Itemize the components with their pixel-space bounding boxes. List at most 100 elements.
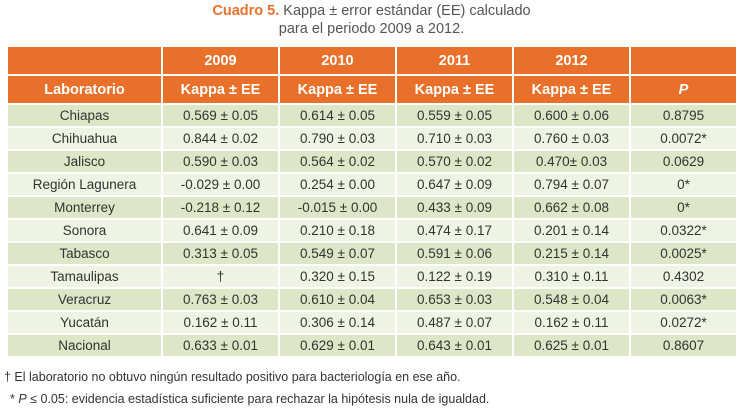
lab-name-cell: Chihuahua bbox=[6, 126, 163, 151]
kappa-cell: 0.760 ± 0.03 bbox=[512, 126, 631, 151]
kappa-cell: 0.306 ± 0.14 bbox=[278, 310, 397, 335]
kappa-cell: 0.614 ± 0.05 bbox=[278, 103, 397, 128]
kappa-cell: 0.662 ± 0.08 bbox=[512, 195, 631, 220]
kappa-cell: 0.610 ± 0.04 bbox=[278, 287, 397, 312]
lab-name-cell: Tabasco bbox=[6, 241, 163, 266]
kappa-cell: 0.564 ± 0.02 bbox=[278, 149, 397, 174]
lab-name-cell: Jalisco bbox=[6, 149, 163, 174]
column-header-row: Laboratorio Kappa ± EE Kappa ± EE Kappa … bbox=[6, 74, 738, 105]
kappa-cell: 0.590 ± 0.03 bbox=[161, 149, 280, 174]
lab-name-cell: Veracruz bbox=[6, 287, 163, 312]
kappa-cell: † bbox=[161, 264, 280, 289]
kappa-cell: 0.201 ± 0.14 bbox=[512, 218, 631, 243]
lab-name-cell: Monterrey bbox=[6, 195, 163, 220]
kappa-cell: 0.643 ± 0.01 bbox=[395, 333, 514, 358]
kappa-cell: 0.790 ± 0.03 bbox=[278, 126, 397, 151]
header-blank-p bbox=[629, 45, 738, 76]
table-row: Monterrey -0.218 ± 0.12 -0.015 ± 0.00 0.… bbox=[6, 195, 738, 220]
p-value-cell: 0* bbox=[629, 195, 738, 220]
kappa-table: 2009 2010 2011 2012 Laboratorio Kappa ± … bbox=[6, 45, 738, 358]
p-value-cell: 0.0629 bbox=[629, 149, 738, 174]
header-kappa: Kappa ± EE bbox=[161, 74, 280, 105]
p-value-cell: 0.0063* bbox=[629, 287, 738, 312]
kappa-cell: 0.310 ± 0.11 bbox=[512, 264, 631, 289]
header-p-value: P bbox=[629, 74, 738, 105]
kappa-cell: -0.015 ± 0.00 bbox=[278, 195, 397, 220]
footnote-asterisk-mark: * bbox=[10, 392, 19, 406]
caption-line-2: para el periodo 2009 a 2012. bbox=[278, 21, 465, 37]
kappa-cell: 0.215 ± 0.14 bbox=[512, 241, 631, 266]
p-value-cell: 0.0272* bbox=[629, 310, 738, 335]
year-header-row: 2009 2010 2011 2012 bbox=[6, 45, 738, 76]
kappa-cell: 0.629 ± 0.01 bbox=[278, 333, 397, 358]
p-value-cell: 0.4302 bbox=[629, 264, 738, 289]
kappa-cell: 0.549 ± 0.07 bbox=[278, 241, 397, 266]
kappa-cell: 0.122 ± 0.19 bbox=[395, 264, 514, 289]
lab-name-cell: Sonora bbox=[6, 218, 163, 243]
kappa-cell: 0.162 ± 0.11 bbox=[161, 310, 280, 335]
lab-name-cell: Región Lagunera bbox=[6, 172, 163, 197]
kappa-cell: 0.162 ± 0.11 bbox=[512, 310, 631, 335]
kappa-cell: 0.794 ± 0.07 bbox=[512, 172, 631, 197]
kappa-cell: 0.570 ± 0.02 bbox=[395, 149, 514, 174]
kappa-cell: -0.029 ± 0.00 bbox=[161, 172, 280, 197]
kappa-cell: 0.600 ± 0.06 bbox=[512, 103, 631, 128]
kappa-cell: 0.474 ± 0.17 bbox=[395, 218, 514, 243]
table-row: Región Lagunera -0.029 ± 0.00 0.254 ± 0.… bbox=[6, 172, 738, 197]
table-row: Nacional 0.633 ± 0.01 0.629 ± 0.01 0.643… bbox=[6, 333, 738, 358]
p-value-cell: 0* bbox=[629, 172, 738, 197]
header-kappa: Kappa ± EE bbox=[278, 74, 397, 105]
header-blank-lab bbox=[6, 45, 163, 76]
footnote-asterisk-text: ≤ 0.05: evidencia estadística suficiente… bbox=[26, 392, 490, 406]
table-row: Tamaulipas † 0.320 ± 0.15 0.122 ± 0.19 0… bbox=[6, 264, 738, 289]
table-row: Chiapas 0.569 ± 0.05 0.614 ± 0.05 0.559 … bbox=[6, 103, 738, 128]
footnote-asterisk: * P ≤ 0.05: evidencia estadística sufici… bbox=[4, 388, 739, 410]
lab-name-cell: Tamaulipas bbox=[6, 264, 163, 289]
header-year: 2012 bbox=[512, 45, 631, 76]
table-row: Yucatán 0.162 ± 0.11 0.306 ± 0.14 0.487 … bbox=[6, 310, 738, 335]
p-value-cell: 0.0025* bbox=[629, 241, 738, 266]
table-row: Chihuahua 0.844 ± 0.02 0.790 ± 0.03 0.71… bbox=[6, 126, 738, 151]
header-year: 2010 bbox=[278, 45, 397, 76]
kappa-cell: 0.844 ± 0.02 bbox=[161, 126, 280, 151]
header-year: 2009 bbox=[161, 45, 280, 76]
header-year: 2011 bbox=[395, 45, 514, 76]
kappa-cell: 0.210 ± 0.18 bbox=[278, 218, 397, 243]
kappa-cell: 0.625 ± 0.01 bbox=[512, 333, 631, 358]
table-footnotes: † El laboratorio no obtuvo ningún result… bbox=[4, 366, 739, 410]
table-row: Tabasco 0.313 ± 0.05 0.549 ± 0.07 0.591 … bbox=[6, 241, 738, 266]
lab-name-cell: Yucatán bbox=[6, 310, 163, 335]
kappa-cell: 0.548 ± 0.04 bbox=[512, 287, 631, 312]
caption-line-1: Cuadro 5. Kappa ± error estándar (EE) ca… bbox=[0, 2, 743, 20]
table-row: Jalisco 0.590 ± 0.03 0.564 ± 0.02 0.570 … bbox=[6, 149, 738, 174]
kappa-cell: 0.569 ± 0.05 bbox=[161, 103, 280, 128]
kappa-cell: 0.559 ± 0.05 bbox=[395, 103, 514, 128]
table-row: Veracruz 0.763 ± 0.03 0.610 ± 0.04 0.653… bbox=[6, 287, 738, 312]
lab-name-cell: Nacional bbox=[6, 333, 163, 358]
footnote-dagger: † El laboratorio no obtuvo ningún result… bbox=[4, 370, 461, 384]
kappa-cell: 0.710 ± 0.03 bbox=[395, 126, 514, 151]
kappa-cell: 0.653 ± 0.03 bbox=[395, 287, 514, 312]
p-value-cell: 0.8607 bbox=[629, 333, 738, 358]
kappa-cell: 0.470± 0.03 bbox=[512, 149, 631, 174]
header-kappa: Kappa ± EE bbox=[512, 74, 631, 105]
p-value-cell: 0.0322* bbox=[629, 218, 738, 243]
kappa-cell: -0.218 ± 0.12 bbox=[161, 195, 280, 220]
lab-name-cell: Chiapas bbox=[6, 103, 163, 128]
kappa-cell: 0.633 ± 0.01 bbox=[161, 333, 280, 358]
table-caption: Cuadro 5. Kappa ± error estándar (EE) ca… bbox=[0, 2, 743, 38]
footnote-p-symbol: P bbox=[18, 392, 27, 406]
caption-title: Kappa ± error estándar (EE) calculado bbox=[283, 3, 531, 19]
kappa-cell: 0.487 ± 0.07 bbox=[395, 310, 514, 335]
p-value-cell: 0.0072* bbox=[629, 126, 738, 151]
kappa-cell: 0.433 ± 0.09 bbox=[395, 195, 514, 220]
header-laboratorio: Laboratorio bbox=[6, 74, 163, 105]
kappa-cell: 0.254 ± 0.00 bbox=[278, 172, 397, 197]
kappa-cell: 0.641 ± 0.09 bbox=[161, 218, 280, 243]
p-value-cell: 0.8795 bbox=[629, 103, 738, 128]
table-row: Sonora 0.641 ± 0.09 0.210 ± 0.18 0.474 ±… bbox=[6, 218, 738, 243]
caption-label: Cuadro 5. bbox=[212, 3, 280, 19]
kappa-cell: 0.313 ± 0.05 bbox=[161, 241, 280, 266]
kappa-cell: 0.763 ± 0.03 bbox=[161, 287, 280, 312]
header-kappa: Kappa ± EE bbox=[395, 74, 514, 105]
